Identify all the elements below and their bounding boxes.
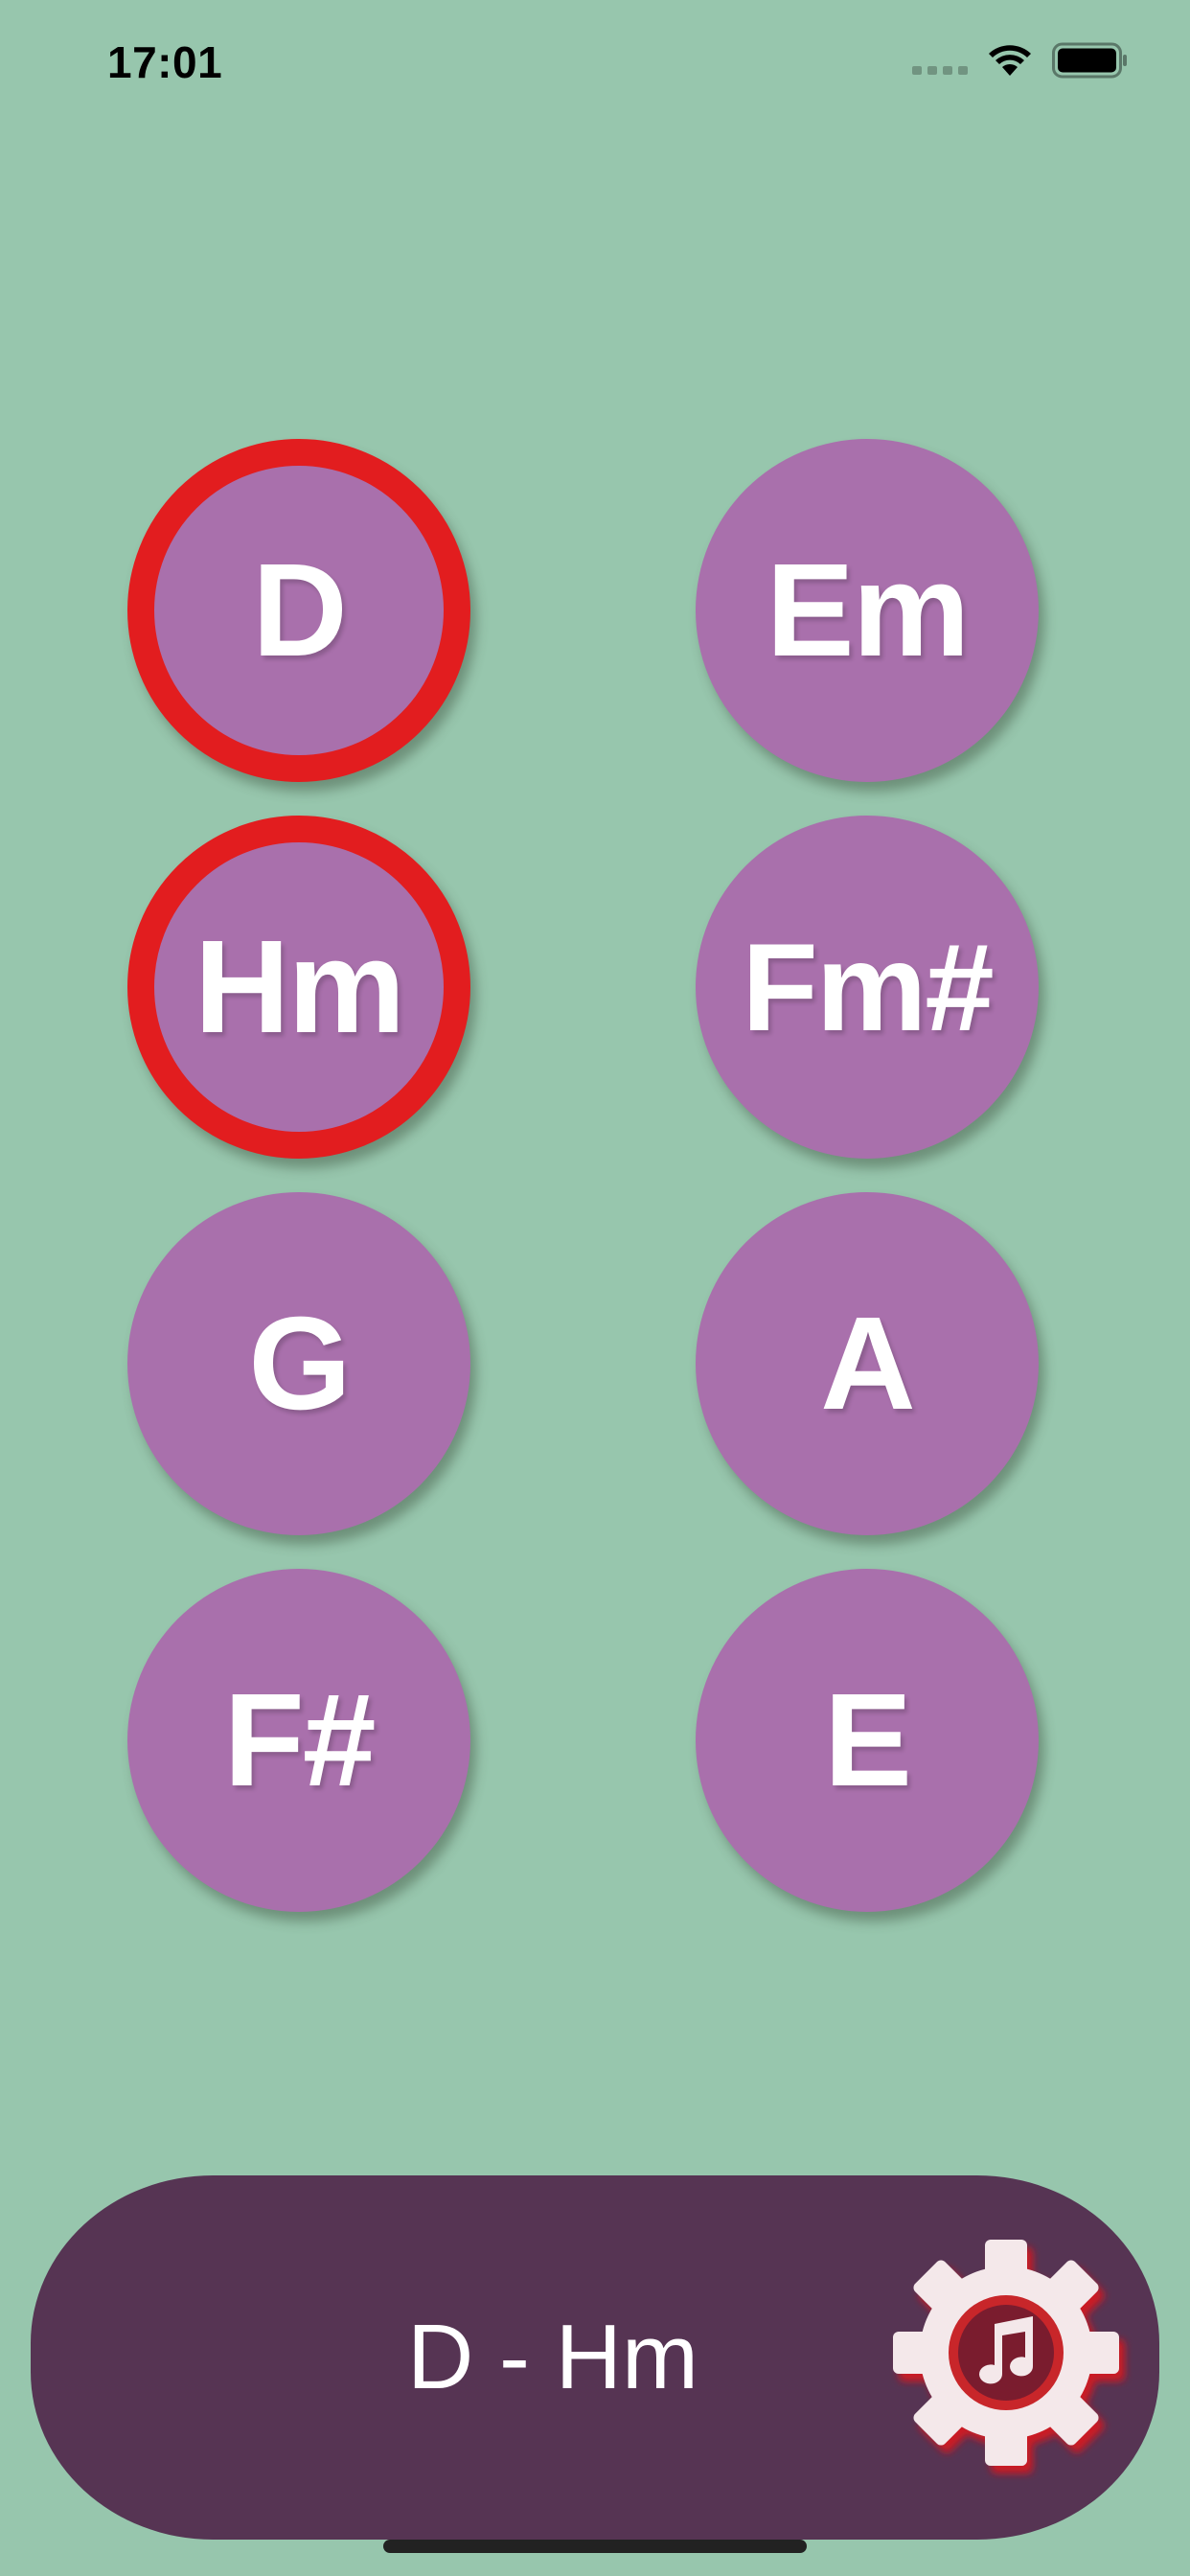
chord-label: A [820, 1290, 916, 1438]
wifi-icon [989, 45, 1031, 76]
settings-button[interactable] [877, 2223, 1135, 2482]
chord-label: D [252, 537, 348, 684]
chord-label: E [823, 1667, 912, 1814]
chord-label: G [248, 1290, 351, 1438]
chord-button-hm[interactable]: Hm [127, 816, 470, 1159]
status-bar: 17:01 [0, 0, 1190, 134]
chord-button-a[interactable]: A [696, 1192, 1039, 1535]
battery-icon [1052, 42, 1127, 79]
chord-button-g[interactable]: G [127, 1192, 470, 1535]
home-indicator [383, 2540, 807, 2553]
progression-display: D - Hm [407, 2306, 698, 2408]
chord-button-em[interactable]: Em [696, 439, 1039, 782]
chord-label: Hm [194, 913, 405, 1061]
chord-label: F# [223, 1667, 376, 1814]
status-icons [912, 42, 1129, 79]
gear-music-note-icon [893, 2240, 1119, 2466]
status-time: 17:01 [107, 37, 223, 87]
chord-button-e[interactable]: E [696, 1569, 1039, 1912]
chord-button-fm-sharp[interactable]: Fm# [696, 816, 1039, 1159]
chord-button-f-sharp[interactable]: F# [127, 1569, 470, 1912]
chord-button-d[interactable]: D [127, 439, 470, 782]
chord-label: Fm# [742, 917, 994, 1057]
cellular-signal-icon [912, 46, 968, 75]
chord-label: Em [766, 537, 971, 684]
